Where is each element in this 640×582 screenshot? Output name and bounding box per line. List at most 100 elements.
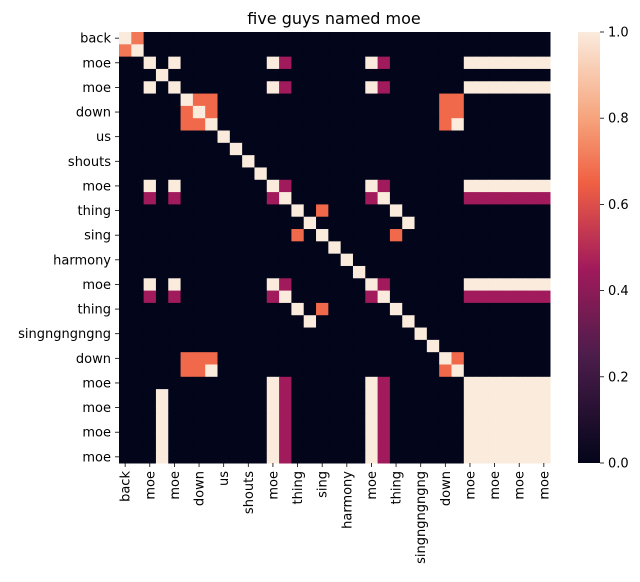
heatmap-cell <box>402 376 416 390</box>
heatmap-cell <box>476 278 489 292</box>
heatmap-cell <box>513 339 526 353</box>
heatmap-cell <box>488 339 502 353</box>
heatmap-cell <box>217 339 231 353</box>
heatmap-cell <box>525 302 539 316</box>
heatmap-cell <box>229 426 243 439</box>
heatmap-cell <box>229 413 243 427</box>
heatmap-cell <box>537 389 551 402</box>
heatmap-cell <box>377 315 391 329</box>
heatmap-cell <box>463 118 477 132</box>
heatmap-cell <box>217 192 231 205</box>
heatmap-cell <box>229 105 243 119</box>
heatmap-cell <box>352 413 366 427</box>
heatmap-cell <box>402 290 416 304</box>
heatmap-cell <box>463 192 477 205</box>
heatmap-cell <box>537 426 551 439</box>
heatmap-cell <box>205 450 219 464</box>
heatmap-cell <box>229 216 243 230</box>
heatmap-cell <box>180 327 194 341</box>
heatmap-cell <box>439 438 452 452</box>
heatmap-cell <box>119 155 132 168</box>
heatmap-cell <box>303 81 317 95</box>
heatmap-cell <box>525 290 539 304</box>
heatmap-cell <box>279 413 292 427</box>
heatmap-cell <box>439 204 452 218</box>
heatmap-cell <box>217 56 231 70</box>
heatmap-cell <box>451 179 465 193</box>
heatmap-cell <box>303 364 317 378</box>
heatmap-cell <box>131 376 145 390</box>
heatmap-cell <box>119 44 132 58</box>
heatmap-cell <box>143 327 157 341</box>
heatmap-cell <box>168 438 182 452</box>
heatmap-cell <box>143 376 157 390</box>
heatmap-cell <box>279 229 292 242</box>
heatmap-cell <box>537 32 551 45</box>
heatmap-cell <box>119 93 132 107</box>
heatmap-cell <box>143 339 157 353</box>
y-tick-label: down <box>76 106 111 121</box>
heatmap-cell <box>414 105 428 119</box>
heatmap-cell <box>414 413 428 427</box>
heatmap-cell <box>291 278 305 292</box>
heatmap-cell <box>500 167 514 181</box>
heatmap-cell <box>303 192 317 205</box>
heatmap-cell <box>254 179 268 193</box>
heatmap-cell <box>279 204 292 218</box>
heatmap-cell <box>168 389 182 402</box>
heatmap-cell <box>180 364 194 378</box>
heatmap-cell <box>476 438 489 452</box>
heatmap-cell <box>488 179 502 193</box>
heatmap-cell <box>340 32 354 45</box>
heatmap-cell <box>352 339 366 353</box>
heatmap-cell <box>242 253 255 267</box>
heatmap-cell <box>229 290 243 304</box>
heatmap-cell <box>291 93 305 107</box>
heatmap-cell <box>488 229 502 242</box>
heatmap-cell <box>537 376 551 390</box>
heatmap-cell <box>316 142 329 156</box>
heatmap-cell <box>303 302 317 316</box>
heatmap-cell <box>229 376 243 390</box>
heatmap-cell <box>254 253 268 267</box>
heatmap-cell <box>389 438 403 452</box>
heatmap-cell <box>279 339 292 353</box>
heatmap-cell <box>155 302 169 316</box>
heatmap-cell <box>389 56 403 70</box>
heatmap-cell <box>426 81 440 95</box>
x-tick-label: moe <box>463 471 478 500</box>
heatmap-cell <box>328 32 342 45</box>
heatmap-cell <box>155 401 169 415</box>
heatmap-cell <box>242 155 255 168</box>
heatmap-cell <box>525 315 539 329</box>
heatmap-cell <box>463 32 477 45</box>
heatmap-cell <box>513 118 526 132</box>
heatmap-cell <box>426 290 440 304</box>
heatmap-cell <box>303 204 317 218</box>
heatmap-cell <box>365 155 379 168</box>
heatmap-cell <box>316 450 329 464</box>
heatmap-cell <box>426 192 440 205</box>
heatmap-cell <box>476 44 489 58</box>
heatmap-cell <box>340 253 354 267</box>
heatmap-cell <box>365 192 379 205</box>
heatmap-cell <box>439 142 452 156</box>
heatmap-cell <box>291 81 305 95</box>
heatmap-cell <box>131 118 145 132</box>
heatmap-cell <box>316 56 329 70</box>
heatmap-cell <box>451 216 465 230</box>
heatmap-cell <box>291 216 305 230</box>
heatmap-cell <box>377 278 391 292</box>
heatmap-cell <box>476 327 489 341</box>
heatmap-cell <box>279 426 292 439</box>
heatmap-cell <box>303 93 317 107</box>
heatmap-cell <box>291 290 305 304</box>
heatmap-cell <box>205 192 219 205</box>
heatmap-cell <box>242 93 255 107</box>
heatmap-cell <box>143 130 157 144</box>
heatmap-cell <box>328 364 342 378</box>
heatmap-cell <box>513 278 526 292</box>
heatmap-cell <box>205 315 219 329</box>
heatmap-cell <box>205 290 219 304</box>
